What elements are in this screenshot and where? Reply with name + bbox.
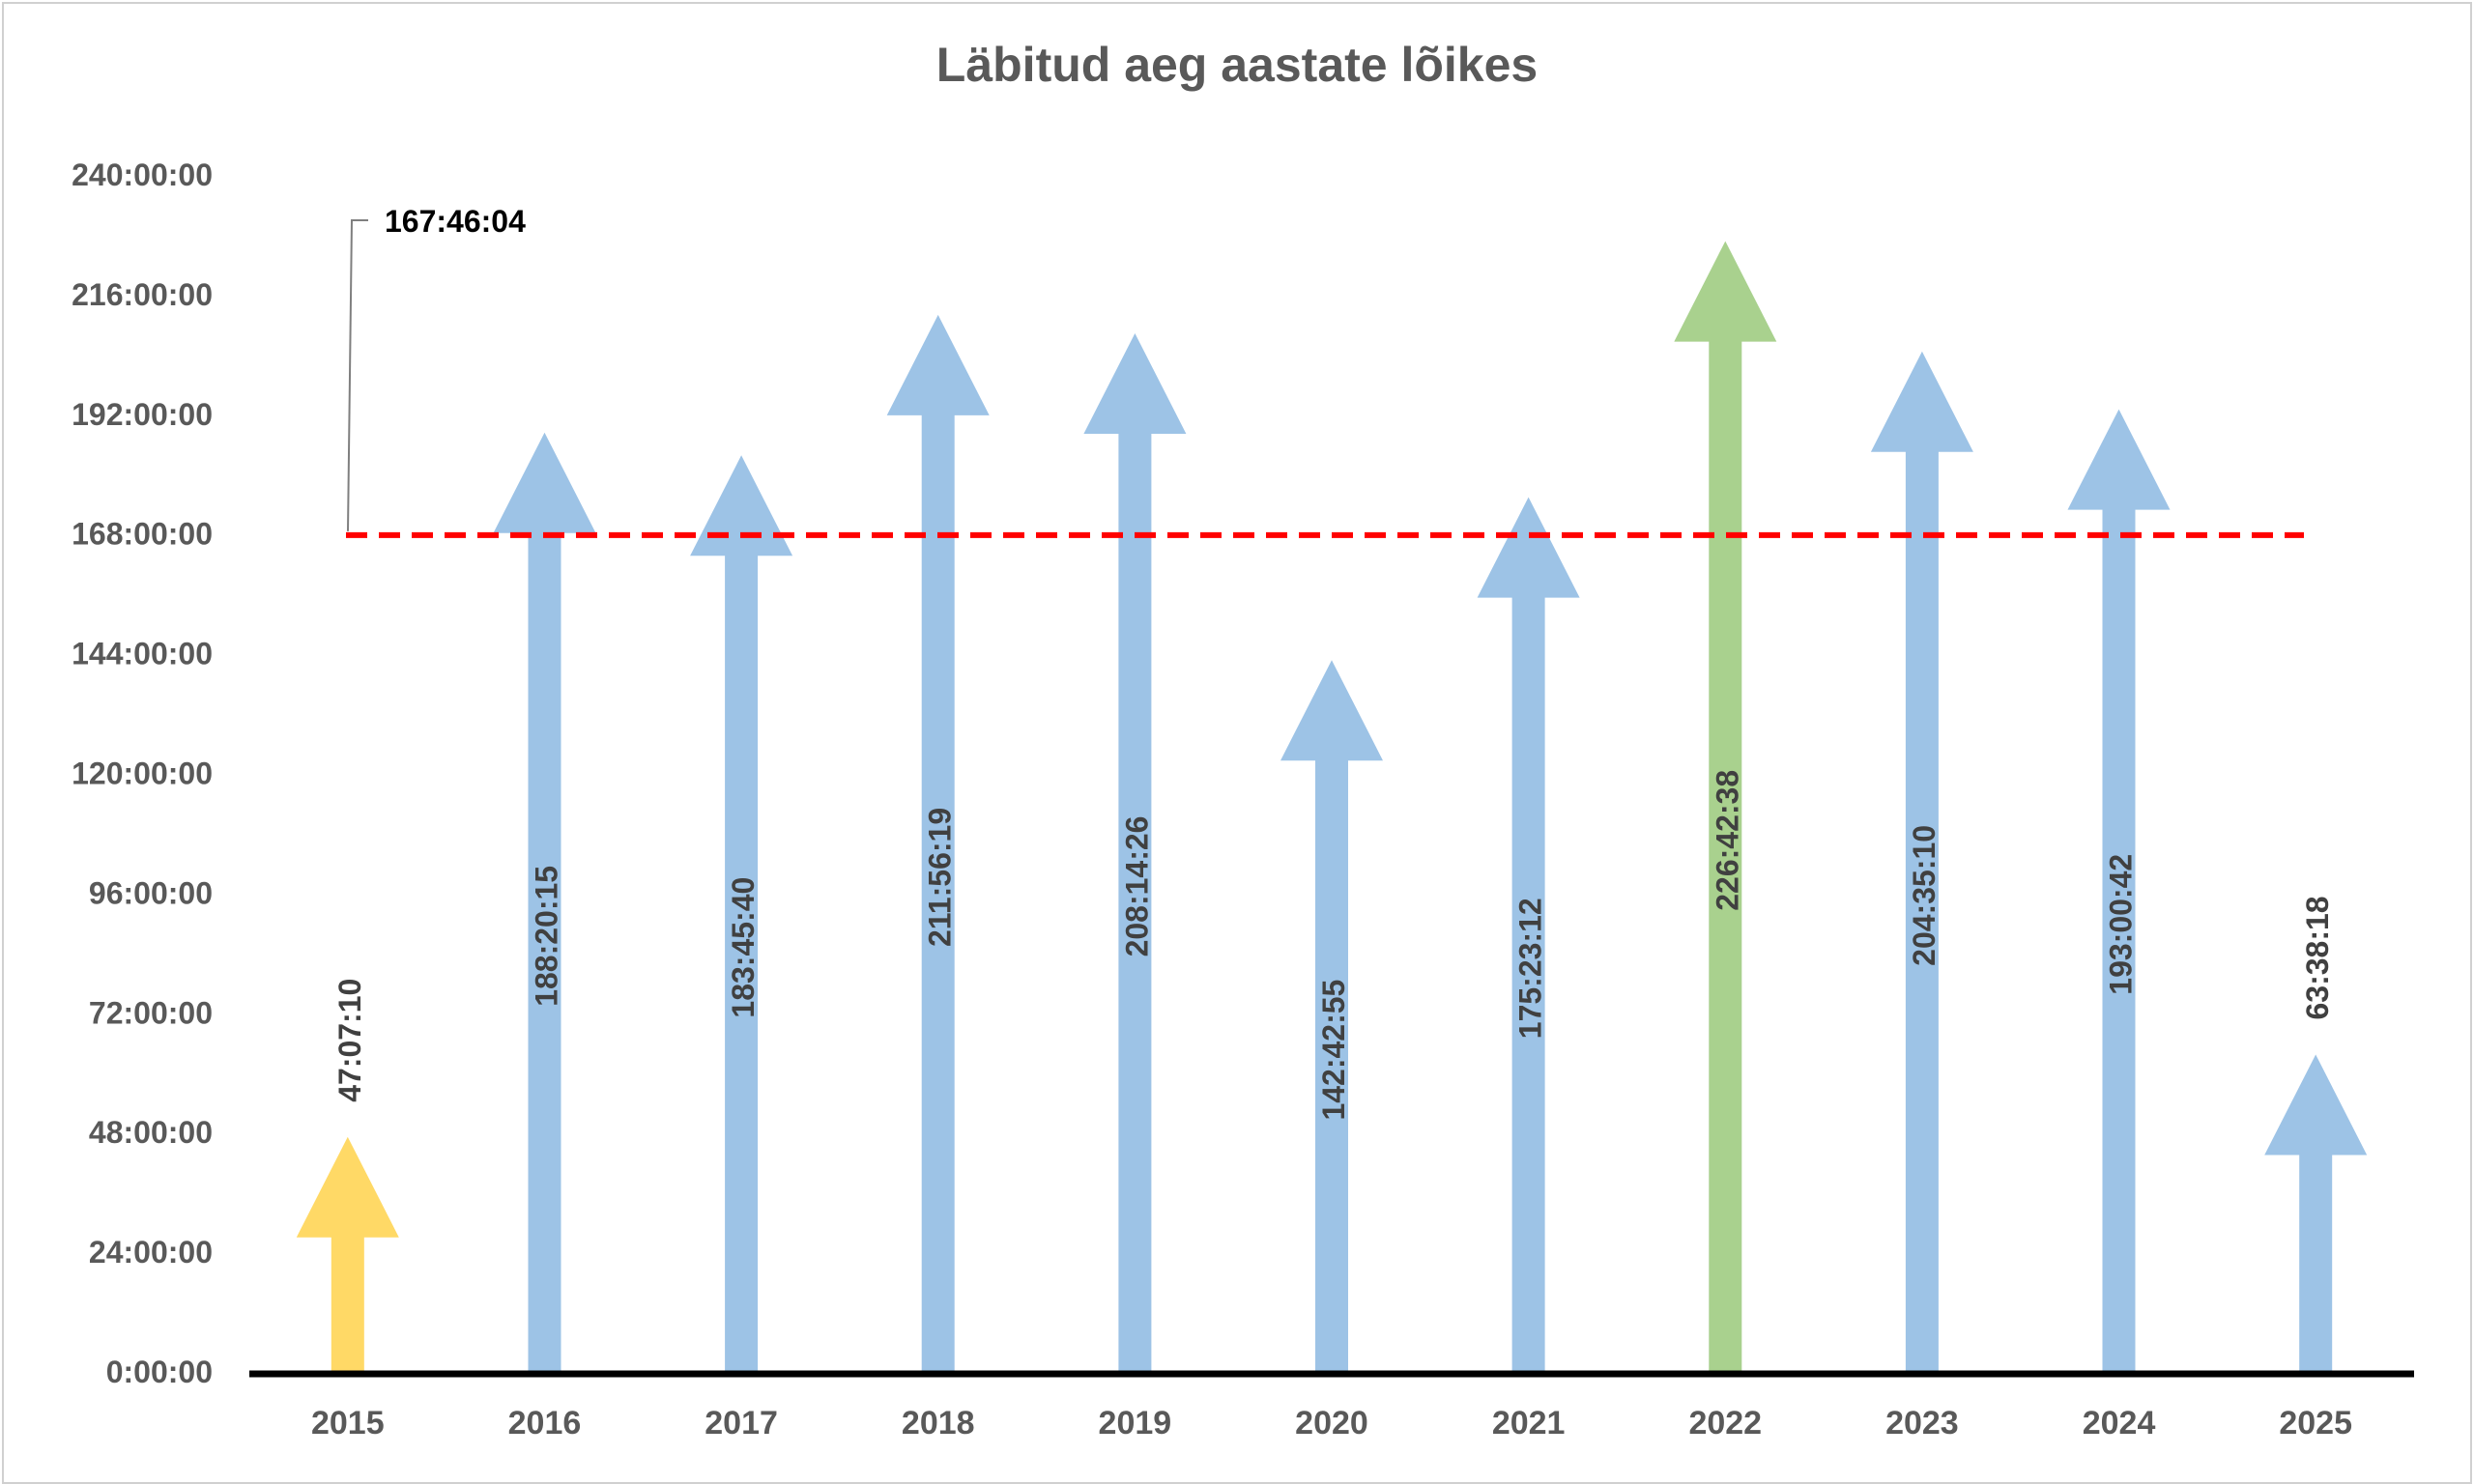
data-label-2022: 226:42:38 <box>1710 770 1744 911</box>
data-label-2020: 142:42:55 <box>1316 980 1351 1121</box>
data-labels: 47:07:10 188:20:15 183:45:40 211:56:19 208:1… <box>332 770 2335 1121</box>
reference-line-group: 167:46:04 <box>346 204 2304 538</box>
y-axis-ticks: 0:00:00 24:00:00 48:00:00 72:00:00 96:00:00 1… <box>72 157 213 1389</box>
x-tick-label: 2025 <box>2279 1405 2352 1441</box>
y-tick-label: 0:00:00 <box>106 1355 213 1389</box>
data-label-2024: 193:00:42 <box>2104 854 2139 995</box>
reference-line-label: 167:46:04 <box>385 204 526 239</box>
y-tick-label: 192:00:00 <box>72 397 213 432</box>
bar-arrow-2021 <box>1477 497 1580 1372</box>
y-tick-label: 120:00:00 <box>72 756 213 791</box>
data-label-2025: 63:38:18 <box>2300 896 2335 1019</box>
x-axis-ticks: 2015 2016 2017 2018 2019 2020 2021 2022 2023 2024… <box>311 1405 2352 1441</box>
bar-arrow-2018 <box>886 314 990 1372</box>
x-tick-label: 2020 <box>1295 1405 1368 1441</box>
x-tick-label: 2019 <box>1099 1405 1172 1441</box>
y-tick-label: 24:00:00 <box>89 1235 213 1270</box>
data-label-2023: 204:35:10 <box>1907 825 1942 966</box>
data-label-2015: 47:07:10 <box>332 979 367 1102</box>
y-tick-label: 168:00:00 <box>72 517 213 552</box>
bar-arrow-2016 <box>493 432 596 1372</box>
bar-arrow-2023 <box>1870 351 1973 1372</box>
reference-leader-line <box>347 219 368 531</box>
data-label-2018: 211:56:19 <box>923 808 958 947</box>
y-tick-label: 48:00:00 <box>89 1115 213 1150</box>
y-tick-label: 240:00:00 <box>72 157 213 192</box>
bar-arrow-2015 <box>296 1136 399 1372</box>
y-tick-label: 72:00:00 <box>89 995 213 1030</box>
x-tick-label: 2018 <box>902 1405 975 1441</box>
data-label-2021: 175:23:12 <box>1513 898 1548 1039</box>
bar-arrow-2017 <box>690 455 793 1372</box>
data-label-2017: 183:45:40 <box>726 877 761 1018</box>
x-tick-label: 2021 <box>1492 1405 1566 1441</box>
bar-arrow-2024 <box>2067 409 2171 1373</box>
data-label-2019: 208:14:26 <box>1119 816 1154 957</box>
x-tick-label: 2016 <box>508 1405 582 1441</box>
x-tick-label: 2015 <box>311 1405 385 1441</box>
bar-arrow-2020 <box>1280 660 1383 1372</box>
chart-title: Läbitud aeg aastate lõikes <box>935 38 1539 92</box>
x-tick-label: 2023 <box>1885 1405 1959 1441</box>
bar-arrow-2019 <box>1083 333 1187 1372</box>
bar-arrow-2025 <box>2264 1054 2368 1372</box>
data-label-2016: 188:20:15 <box>529 866 563 1007</box>
x-tick-label: 2022 <box>1688 1405 1762 1441</box>
bar-arrow-2022 <box>1674 241 1777 1373</box>
x-tick-label: 2017 <box>705 1405 778 1441</box>
y-tick-label: 144:00:00 <box>72 637 213 671</box>
y-tick-label: 96:00:00 <box>89 875 213 910</box>
y-tick-label: 216:00:00 <box>72 277 213 312</box>
x-tick-label: 2024 <box>2083 1405 2156 1441</box>
bar-series <box>296 241 2368 1373</box>
